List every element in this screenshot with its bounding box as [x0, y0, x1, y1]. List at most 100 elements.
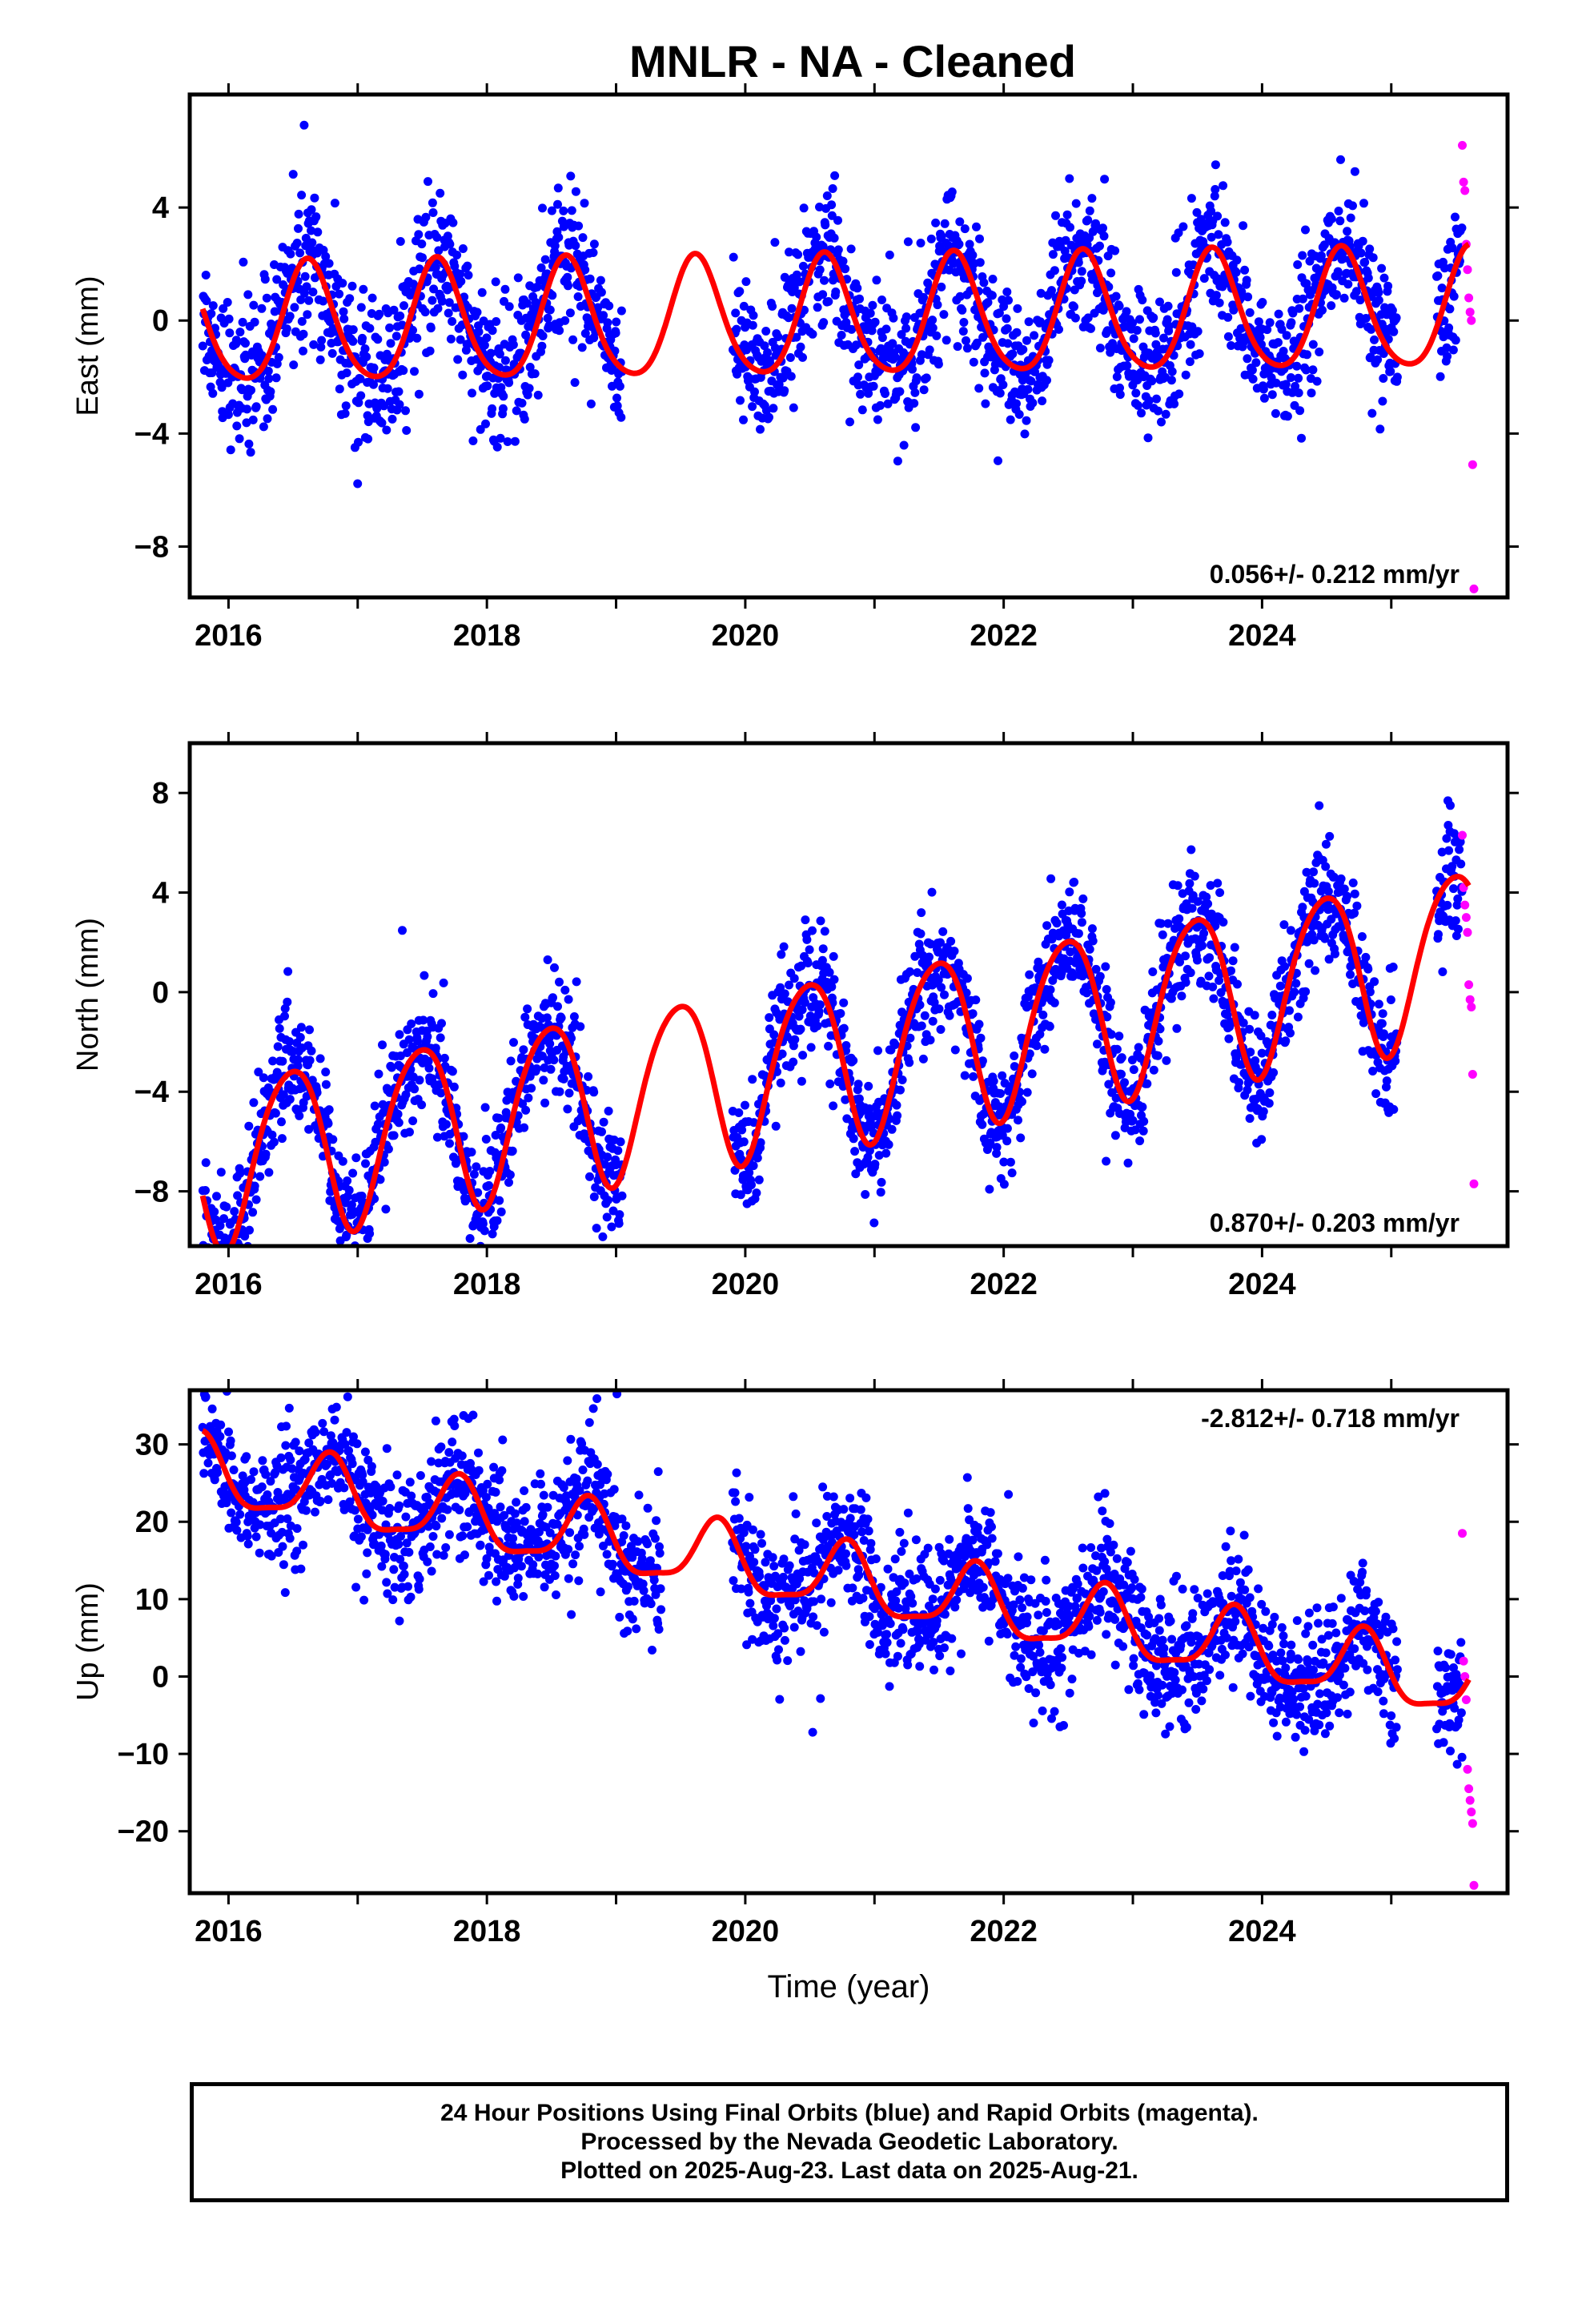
data-point [1127, 1055, 1137, 1065]
data-point [1277, 324, 1287, 334]
data-point [282, 1421, 291, 1431]
data-point [500, 356, 510, 365]
data-point [1233, 979, 1242, 989]
data-point [1022, 1088, 1032, 1097]
data-point [1286, 373, 1295, 382]
data-point [1438, 967, 1447, 976]
data-point [780, 989, 789, 999]
data-point [540, 255, 550, 264]
plot-frame [187, 741, 1510, 1248]
data-point [324, 1105, 334, 1115]
data-point [231, 336, 241, 345]
data-point [328, 1135, 338, 1144]
data-point [765, 1013, 774, 1023]
data-point [1078, 894, 1088, 903]
data-point [437, 1514, 447, 1523]
data-point [899, 440, 909, 450]
data-point [1227, 966, 1235, 975]
data-point [1002, 1136, 1012, 1146]
data-point [821, 220, 830, 230]
data-point [1036, 317, 1045, 327]
data-point [394, 387, 404, 396]
data-point [316, 342, 326, 352]
data-point [1106, 348, 1115, 357]
data-point [1315, 348, 1324, 356]
data-point [1355, 296, 1365, 305]
data-point [317, 336, 327, 345]
data-point [215, 1249, 223, 1258]
data-point [932, 331, 942, 340]
data-point [799, 203, 809, 213]
data-point [934, 360, 943, 369]
data-point [1379, 273, 1389, 283]
data-point [415, 264, 424, 274]
data-point [379, 401, 388, 411]
data-point [1087, 194, 1097, 203]
data-point [1095, 971, 1105, 981]
data-point [974, 1019, 984, 1029]
data-point [969, 357, 978, 367]
data-point [770, 238, 780, 247]
data-point [829, 269, 838, 279]
data-point [243, 1539, 253, 1549]
data-point [1050, 998, 1059, 1007]
data-point [533, 1569, 543, 1578]
data-point [1235, 1078, 1243, 1088]
data-point [778, 373, 788, 383]
data-point [1144, 396, 1154, 405]
data-point [1123, 1158, 1133, 1168]
data-point [532, 1064, 541, 1073]
data-point [981, 399, 990, 408]
data-point [1103, 251, 1113, 261]
data-point [456, 269, 465, 279]
data-point [367, 1462, 376, 1471]
data-point [272, 275, 282, 284]
data-point [856, 389, 865, 399]
data-point [446, 334, 456, 344]
data-point [1265, 1088, 1275, 1097]
data-point [468, 388, 476, 398]
data-point [994, 456, 1002, 465]
data-point [523, 1004, 532, 1014]
rapid-point [1461, 913, 1471, 923]
data-point [612, 317, 621, 327]
data-point [1305, 256, 1315, 266]
data-point [798, 1051, 808, 1060]
data-point [776, 1078, 785, 1088]
data-point [1267, 390, 1277, 400]
data-point [1162, 1055, 1171, 1065]
data-point [232, 1526, 242, 1535]
data-point [1445, 304, 1455, 314]
data-point [377, 418, 387, 428]
data-point [1129, 1065, 1138, 1075]
data-point [1213, 879, 1223, 888]
data-point [928, 316, 938, 325]
data-point [311, 1428, 320, 1437]
data-point [377, 1562, 387, 1571]
data-point [763, 348, 773, 357]
data-point [1294, 388, 1303, 398]
data-point [229, 1466, 239, 1474]
data-point [1177, 991, 1186, 1001]
data-point [425, 1542, 435, 1551]
data-point [473, 1188, 483, 1197]
data-point [1066, 223, 1074, 232]
data-point [797, 1076, 806, 1086]
data-point [611, 328, 620, 338]
data-point [294, 209, 303, 219]
data-point [1245, 1024, 1255, 1034]
data-point [885, 250, 894, 259]
data-point [399, 1562, 408, 1570]
data-point [548, 291, 557, 300]
data-point [543, 955, 552, 964]
data-point [504, 1178, 513, 1187]
data-point [262, 293, 271, 303]
data-point [1308, 365, 1318, 375]
data-point [445, 239, 455, 249]
data-point [925, 952, 934, 962]
data-point [968, 1009, 978, 1019]
data-point [360, 1447, 370, 1457]
data-point [801, 915, 810, 925]
data-point [516, 1562, 526, 1571]
data-point [736, 396, 745, 405]
